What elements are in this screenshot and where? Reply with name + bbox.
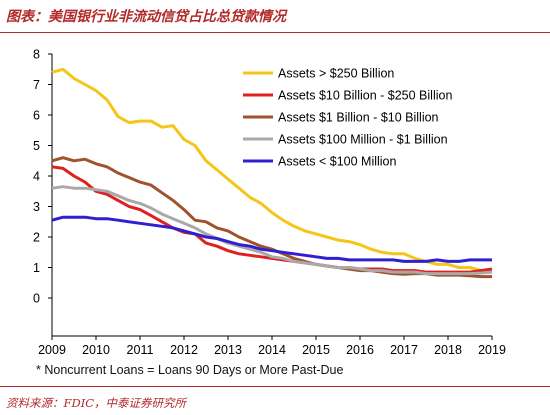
legend-label: Assets > $250 Billion [278, 67, 394, 81]
y-tick-label: 3 [33, 200, 40, 214]
y-tick-label: 4 [33, 170, 40, 184]
chart-legend: Assets > $250 Billion Assets $10 Billion … [243, 67, 452, 169]
x-tick-label: 2014 [258, 343, 286, 357]
y-tick-label: 5 [33, 139, 40, 153]
legend-label: Assets $100 Million - $1 Billion [278, 133, 448, 147]
y-tick-label: 8 [33, 48, 40, 62]
series-line [51, 67, 492, 273]
x-tick-label: 2011 [127, 343, 154, 357]
series-line [51, 215, 492, 263]
x-tick-label: 2019 [478, 343, 506, 357]
legend-label: Assets < $100 Million [278, 155, 397, 169]
x-tick-label: 2013 [214, 343, 242, 357]
y-tick-label: 2 [33, 231, 40, 245]
chart-series [51, 67, 493, 279]
series-line [51, 185, 493, 276]
x-tick-label: 2015 [302, 343, 330, 357]
y-tick-label: 0 [33, 292, 40, 306]
legend-label: Assets $1 Billion - $10 Billion [278, 111, 439, 125]
y-tick-label: 1 [33, 261, 40, 275]
chart-title: 图表：美国银行业非流动信贷占比总贷款情况 [6, 9, 286, 25]
title-bar: 图表：美国银行业非流动信贷占比总贷款情况 [0, 0, 550, 33]
chart-footnote: * Noncurrent Loans = Loans 90 Days or Mo… [36, 363, 344, 377]
x-tick-label: 2010 [82, 343, 110, 357]
legend-label: Assets $10 Billion - $250 Billion [278, 89, 452, 103]
chart-axes: 0 1 2 3 4 5 6 7 8 2009 2010 2011 2012 2013 2014 2015 201… [33, 48, 506, 358]
x-tick-label: 2012 [170, 343, 198, 357]
x-tick-label: 2009 [38, 343, 66, 357]
y-tick-label: 7 [33, 78, 40, 92]
x-tick-label: 2016 [346, 343, 374, 357]
x-tick-label: 2018 [434, 343, 462, 357]
source-note: 资料来源：FDIC，中泰证券研究所 [6, 396, 187, 410]
footer-divider [0, 386, 550, 387]
x-tick-label: 2017 [390, 343, 418, 357]
line-chart: 0 1 2 3 4 5 6 7 8 2009 2010 2011 2012 2013 2014 2015 201… [33, 48, 506, 358]
y-tick-label: 6 [33, 109, 40, 123]
